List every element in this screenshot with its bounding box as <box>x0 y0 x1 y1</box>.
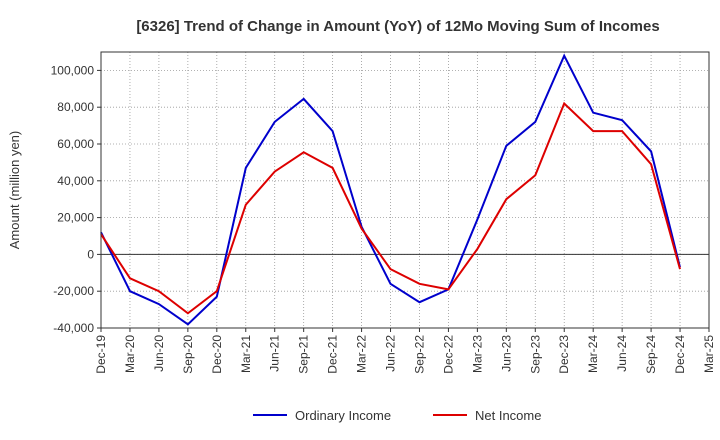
y-axis-label: Amount (million yen) <box>7 131 22 250</box>
x-tick-label: Sep-21 <box>297 335 311 374</box>
x-axis-ticks: Dec-19 Mar-20 Jun-20 Sep-20 Dec-20 Mar-21 Jun-… <box>94 328 716 374</box>
x-tick-label: Sep-20 <box>181 335 195 374</box>
series-lines <box>100 53 681 326</box>
y-axis-ticks: -40,000 -20,000 0 20,000 40,000 60,000 80,000 1… <box>51 63 101 335</box>
series-line-0 <box>100 53 681 326</box>
chart-title: [6326] Trend of Change in Amount (YoY) o… <box>136 18 659 35</box>
y-tick-label: 60,000 <box>57 137 94 151</box>
x-tick-label: Sep-23 <box>528 335 542 374</box>
legend-label-1: Net Income <box>475 408 541 423</box>
plot-area <box>101 52 709 328</box>
x-tick-label: Jun-23 <box>499 335 513 372</box>
legend: Ordinary Income Net Income <box>253 408 541 423</box>
y-tick-label: -20,000 <box>53 284 94 298</box>
x-tick-label: Dec-21 <box>326 335 340 374</box>
y-tick-label: 100,000 <box>51 63 95 77</box>
x-tick-label: Jun-22 <box>384 335 398 372</box>
series-line-1 <box>100 101 681 315</box>
x-tick-label: Mar-24 <box>586 335 600 373</box>
y-tick-label: 20,000 <box>57 211 94 225</box>
x-tick-label: Mar-23 <box>470 335 484 373</box>
x-tick-label: Dec-24 <box>673 335 687 374</box>
x-tick-label: Mar-25 <box>702 335 716 373</box>
x-tick-label: Jun-20 <box>152 335 166 372</box>
x-tick-label: Mar-22 <box>355 335 369 373</box>
x-tick-label: Dec-23 <box>557 335 571 374</box>
x-tick-label: Dec-22 <box>441 335 455 374</box>
x-tick-label: Dec-19 <box>94 335 108 374</box>
y-tick-label: 40,000 <box>57 174 94 188</box>
axes <box>100 51 710 329</box>
x-tick-label: Sep-22 <box>413 335 427 374</box>
y-tick-label: 0 <box>87 247 94 261</box>
x-tick-label: Dec-20 <box>210 335 224 374</box>
plot-frame <box>100 51 710 329</box>
x-tick-label: Mar-21 <box>239 335 253 373</box>
legend-label-0: Ordinary Income <box>295 408 391 423</box>
x-tick-label: Sep-24 <box>644 335 658 374</box>
y-tick-label: 80,000 <box>57 100 94 114</box>
plot-background <box>101 52 709 328</box>
x-tick-label: Jun-21 <box>268 335 282 372</box>
y-tick-label: -40,000 <box>53 321 94 335</box>
x-tick-label: Jun-24 <box>615 335 629 372</box>
x-tick-label: Mar-20 <box>123 335 137 373</box>
